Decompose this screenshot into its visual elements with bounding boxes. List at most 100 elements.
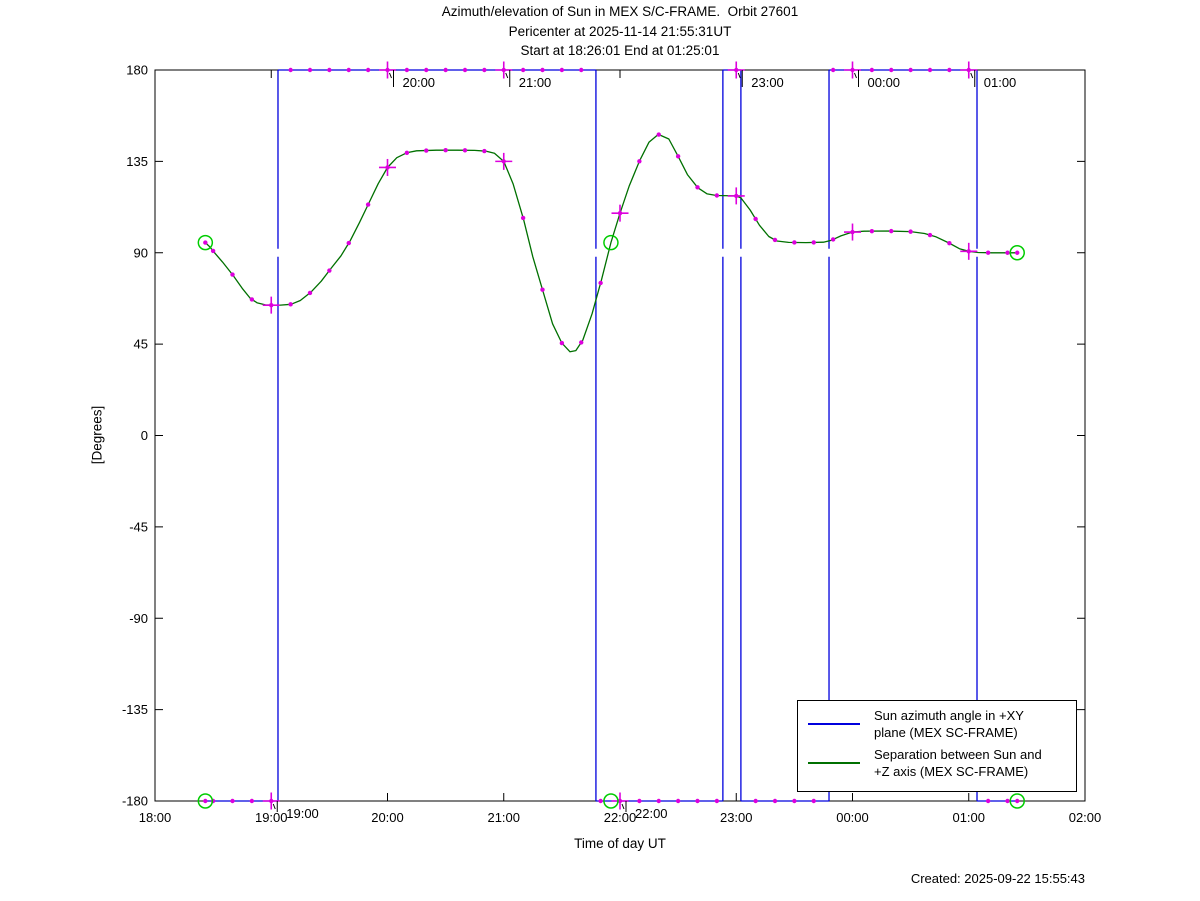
hour-annotation-serif bbox=[854, 72, 857, 79]
legend: Sun azimuth angle in +XY plane (MEX SC-F… bbox=[797, 700, 1077, 792]
y-tick-label: 90 bbox=[134, 245, 148, 260]
data-point-dot bbox=[327, 67, 332, 73]
data-point-dot bbox=[482, 148, 487, 154]
data-point-dot bbox=[908, 67, 913, 73]
data-point-dot bbox=[520, 215, 526, 221]
x-tick-label: 22:00 bbox=[604, 810, 637, 825]
chart-title: Azimuth/elevation of Sun in MEX S/C-FRAM… bbox=[441, 4, 799, 19]
data-point-dot bbox=[985, 798, 991, 804]
legend-label-separation: Separation between Sun and +Z axis (MEX … bbox=[874, 746, 1042, 780]
data-point-dot bbox=[1005, 250, 1010, 255]
legend-label-azimuth: Sun azimuth angle in +XY plane (MEX SC-F… bbox=[874, 707, 1024, 741]
data-point-dot bbox=[404, 150, 410, 156]
chart-subtitle-start-end: Start at 18:26:01 End at 01:25:01 bbox=[520, 43, 720, 58]
y-tick-label: -45 bbox=[129, 519, 148, 534]
data-point-dot bbox=[1015, 250, 1020, 255]
hour-annotation-label: 19:00 bbox=[286, 806, 319, 821]
data-point-dot bbox=[792, 240, 797, 245]
plot-border bbox=[154, 69, 1086, 802]
y-tick-label: -135 bbox=[122, 702, 148, 717]
x-tick-label: 19:00 bbox=[255, 810, 288, 825]
data-point-dot bbox=[210, 248, 216, 254]
legend-line-sample-azimuth bbox=[808, 723, 860, 725]
data-point-dot bbox=[637, 798, 642, 804]
x-tick-label: 00:00 bbox=[836, 810, 869, 825]
hour-annotation-serif bbox=[272, 803, 276, 810]
data-point-dot bbox=[230, 798, 235, 804]
data-point-dot bbox=[365, 202, 371, 207]
data-point-dot bbox=[908, 229, 913, 234]
hour-annotation-serif bbox=[970, 72, 974, 79]
data-point-dot bbox=[869, 67, 875, 73]
data-point-dot bbox=[346, 240, 351, 246]
legend-label-separation-line1: Separation between Sun and bbox=[874, 747, 1042, 762]
data-point-dot bbox=[714, 798, 720, 804]
x-tick-label: 23:00 bbox=[720, 810, 753, 825]
data-point-dot bbox=[675, 798, 681, 804]
data-point-dot bbox=[540, 67, 545, 73]
data-point-dot bbox=[753, 798, 758, 804]
data-point-dot bbox=[656, 798, 661, 804]
data-point-dot bbox=[249, 798, 255, 804]
data-point-dot bbox=[288, 67, 293, 73]
data-point-dot bbox=[830, 237, 836, 242]
data-point-dot bbox=[714, 193, 720, 198]
hour-annotation-serif bbox=[389, 72, 392, 79]
data-point-dot bbox=[753, 216, 758, 222]
hour-annotation-label: 20:00 bbox=[403, 75, 436, 90]
hour-annotation-serif bbox=[621, 803, 625, 810]
separation-curve bbox=[204, 133, 1018, 353]
data-point-dot bbox=[540, 287, 545, 292]
legend-line-sample-separation bbox=[808, 762, 860, 764]
hour-annotation-label: 21:00 bbox=[519, 75, 552, 90]
data-point-dot bbox=[927, 232, 933, 238]
created-timestamp: Created: 2025-09-22 15:55:43 bbox=[910, 871, 1085, 886]
data-point-dot bbox=[695, 185, 700, 190]
data-point-dot bbox=[559, 340, 565, 346]
data-point-dot bbox=[443, 148, 448, 153]
data-point-dot bbox=[579, 67, 584, 73]
data-point-dot bbox=[559, 67, 565, 73]
data-point-dot bbox=[203, 240, 208, 245]
hour-annotation-serif bbox=[737, 72, 741, 79]
legend-label-separation-line2: +Z axis (MEX SC-FRAME) bbox=[874, 764, 1029, 779]
y-tick-label: 180 bbox=[126, 63, 148, 78]
data-point-dot bbox=[462, 67, 468, 73]
x-tick-label: 21:00 bbox=[487, 810, 520, 825]
x-axis-label: Time of day UT bbox=[574, 836, 666, 851]
data-point-dot bbox=[346, 67, 351, 73]
data-point-dot bbox=[927, 67, 933, 73]
legend-entry-azimuth: Sun azimuth angle in +XY plane (MEX SC-F… bbox=[808, 707, 1076, 741]
hour-annotation-serif bbox=[505, 72, 509, 79]
data-point-dot bbox=[307, 67, 313, 73]
data-point-dot bbox=[675, 154, 681, 159]
end-marker-circle bbox=[1009, 793, 1025, 809]
data-point-dot bbox=[327, 268, 332, 273]
chart-subtitle-pericenter: Pericenter at 2025-11-14 21:55:31UT bbox=[508, 24, 732, 39]
data-point-dot bbox=[307, 290, 313, 296]
data-point-dot bbox=[811, 240, 816, 245]
data-point-dot bbox=[947, 241, 952, 246]
data-point-dot bbox=[811, 798, 816, 804]
data-point-dot bbox=[424, 67, 429, 73]
data-point-dot bbox=[598, 798, 603, 804]
data-point-dot bbox=[443, 67, 448, 73]
data-point-dot bbox=[772, 237, 778, 243]
data-point-dot bbox=[424, 148, 429, 153]
data-point-dot bbox=[579, 340, 584, 345]
data-point-dot bbox=[404, 67, 410, 73]
data-point-dot bbox=[869, 228, 875, 234]
y-tick-label: 135 bbox=[126, 154, 148, 169]
data-point-dot bbox=[365, 67, 371, 73]
data-point-dot bbox=[889, 228, 894, 234]
legend-label-azimuth-line1: Sun azimuth angle in +XY bbox=[874, 708, 1024, 723]
legend-entry-separation: Separation between Sun and +Z axis (MEX … bbox=[808, 746, 1076, 780]
end-marker-circle bbox=[1009, 245, 1025, 261]
data-point-dot bbox=[249, 297, 255, 302]
data-point-dot bbox=[656, 132, 661, 137]
x-tick-label: 02:00 bbox=[1069, 810, 1102, 825]
data-point-dot bbox=[830, 67, 836, 73]
hour-annotation-label: 23:00 bbox=[751, 75, 784, 90]
